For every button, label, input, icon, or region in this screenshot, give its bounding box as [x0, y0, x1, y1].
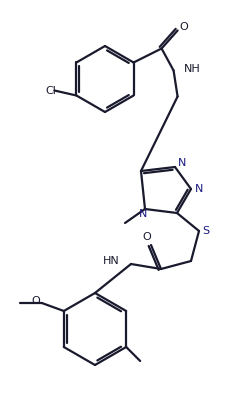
Text: HN: HN	[103, 256, 120, 266]
Text: S: S	[202, 226, 210, 236]
Text: O: O	[179, 23, 188, 33]
Text: N: N	[139, 209, 147, 219]
Text: N: N	[178, 158, 186, 168]
Text: Cl: Cl	[45, 85, 56, 96]
Text: O: O	[31, 296, 40, 306]
Text: N: N	[195, 184, 203, 194]
Text: NH: NH	[184, 64, 200, 73]
Text: O: O	[143, 232, 151, 242]
